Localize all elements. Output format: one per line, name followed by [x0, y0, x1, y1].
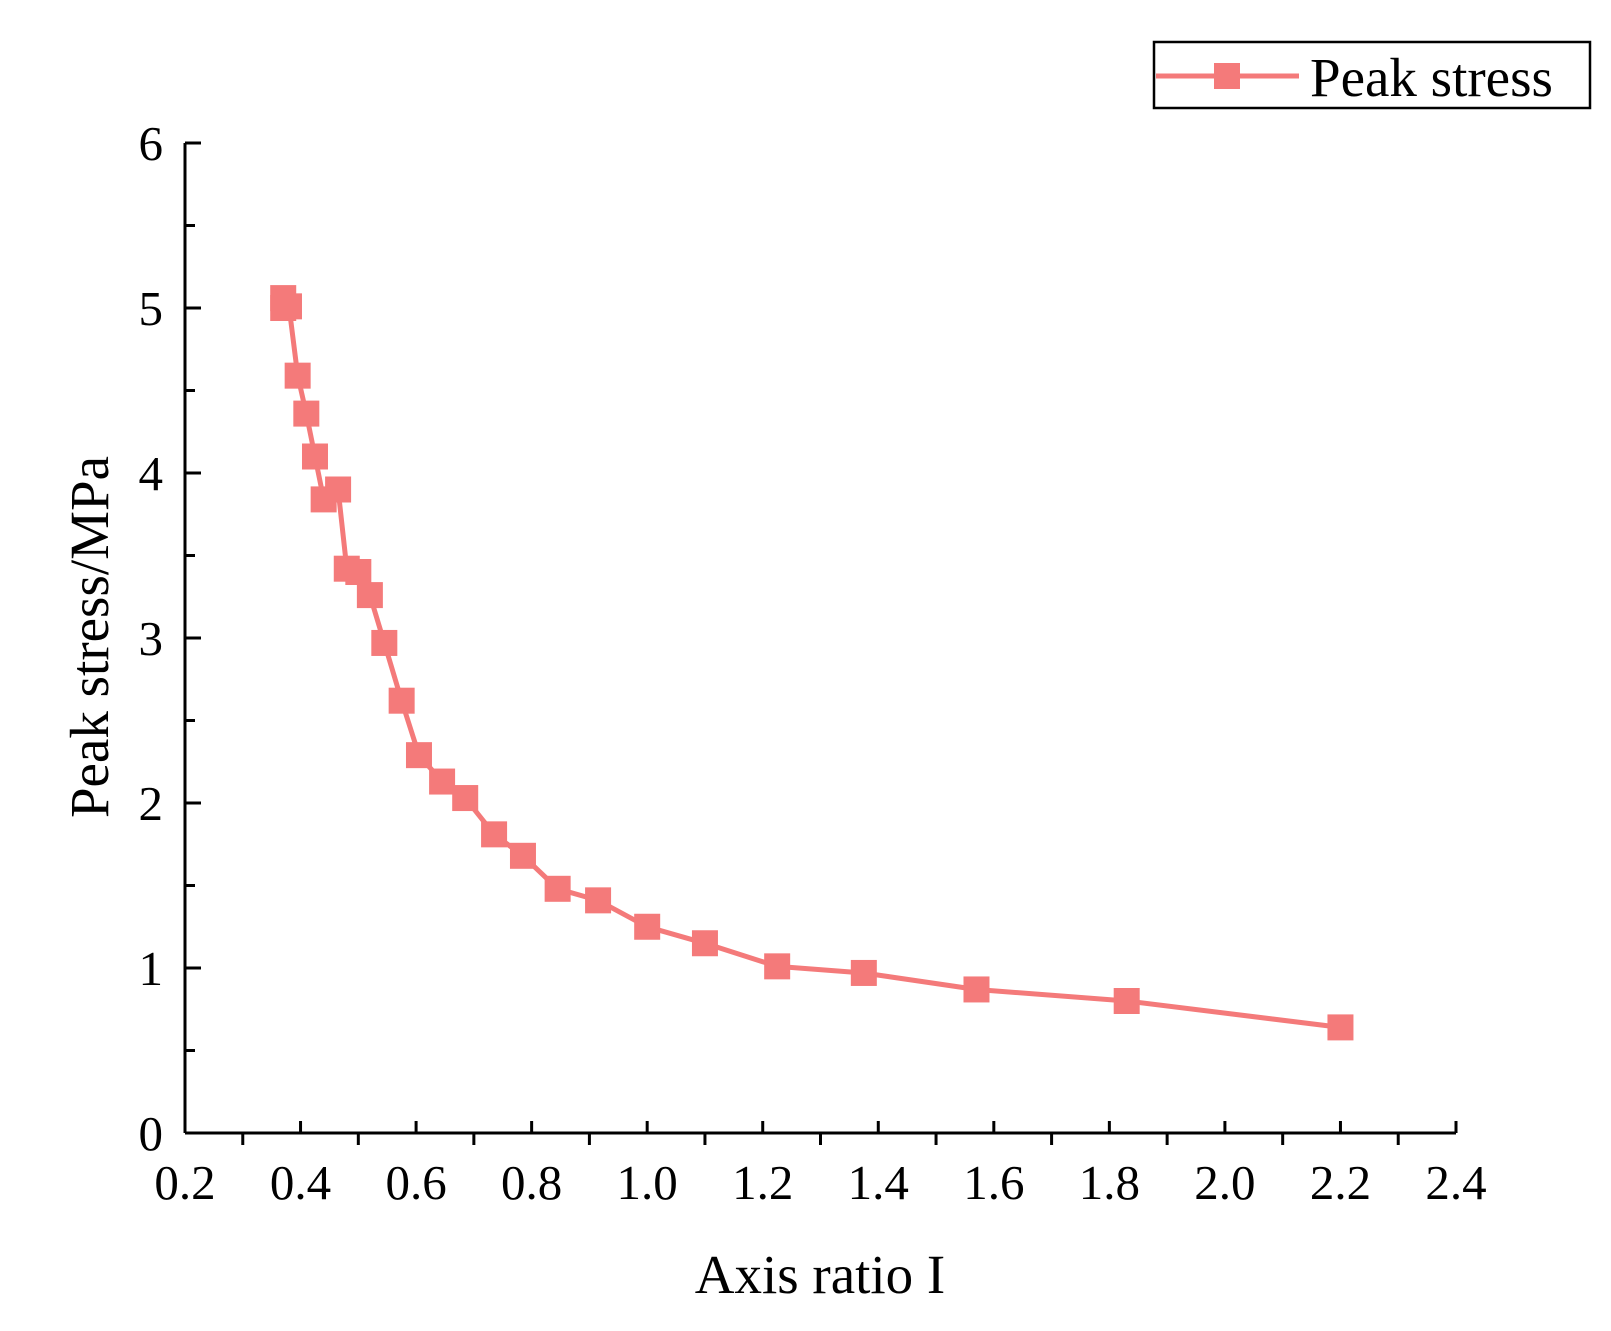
y-tick-label: 3 — [139, 611, 164, 666]
data-point-marker — [1327, 1014, 1354, 1041]
legend-marker — [1214, 63, 1240, 89]
x-ticks — [241, 1121, 1458, 1145]
y-tick-label: 1 — [139, 941, 164, 996]
x-axis-title: Axis ratio I — [695, 1244, 946, 1305]
y-tick-label: 4 — [139, 446, 164, 501]
data-point-marker — [1113, 988, 1140, 1014]
x-tick-label: 1.6 — [963, 1155, 1024, 1210]
x-tick-label: 0.2 — [154, 1155, 215, 1210]
data-point-marker — [963, 976, 990, 1003]
y-tick-label: 5 — [139, 281, 164, 336]
data-point-marker — [544, 875, 571, 902]
data-point-marker — [850, 959, 877, 986]
series-markers — [270, 285, 1354, 1041]
x-tick-label: 2.2 — [1310, 1155, 1371, 1210]
data-point-marker — [293, 400, 320, 427]
y-axis-title: Peak stress/MPa — [59, 456, 120, 818]
data-point-marker — [691, 930, 718, 957]
x-tick-label: 2.0 — [1194, 1155, 1255, 1210]
data-point-marker — [345, 559, 372, 585]
data-point-marker — [509, 842, 536, 869]
x-tick-label: 1.8 — [1079, 1155, 1140, 1210]
y-ticks — [185, 141, 201, 1052]
series-peak-stress — [270, 285, 1354, 1041]
data-point-marker — [481, 821, 508, 848]
data-point-marker — [284, 362, 311, 389]
x-tick-label: 1.2 — [732, 1155, 793, 1210]
x-tick-label: 0.6 — [385, 1155, 446, 1210]
y-tick-label: 0 — [139, 1106, 164, 1161]
data-point-marker — [356, 582, 383, 609]
x-tick-label: 0.8 — [501, 1155, 562, 1210]
data-point-marker — [325, 476, 352, 503]
x-tick-labels: 0.2 0.4 0.6 0.8 1.0 1.2 1.4 1.6 1.8 2.0 2.2 2.4 — [154, 1155, 1486, 1210]
data-point-marker — [429, 768, 456, 795]
data-point-marker — [371, 629, 398, 656]
data-point-marker — [275, 293, 302, 320]
x-tick-label: 0.4 — [270, 1155, 331, 1210]
data-point-marker — [585, 887, 612, 914]
data-point-marker — [388, 687, 415, 714]
legend: Peak stress — [1152, 40, 1592, 110]
data-point-marker — [301, 443, 328, 470]
data-point-marker — [452, 785, 479, 812]
data-point-marker — [764, 953, 791, 980]
x-tick-label: 2.4 — [1425, 1155, 1486, 1210]
legend-label: Peak stress — [1310, 47, 1553, 108]
data-point-marker — [405, 742, 432, 769]
y-tick-label: 2 — [139, 776, 164, 831]
series-line-peak-stress — [280, 298, 1341, 1030]
x-tick-label: 1.0 — [617, 1155, 678, 1210]
data-point-marker — [634, 913, 661, 940]
x-tick-label: 1.4 — [848, 1155, 909, 1210]
y-tick-label: 6 — [139, 116, 164, 171]
y-tick-labels: 0 1 2 3 4 5 6 — [139, 116, 164, 1161]
